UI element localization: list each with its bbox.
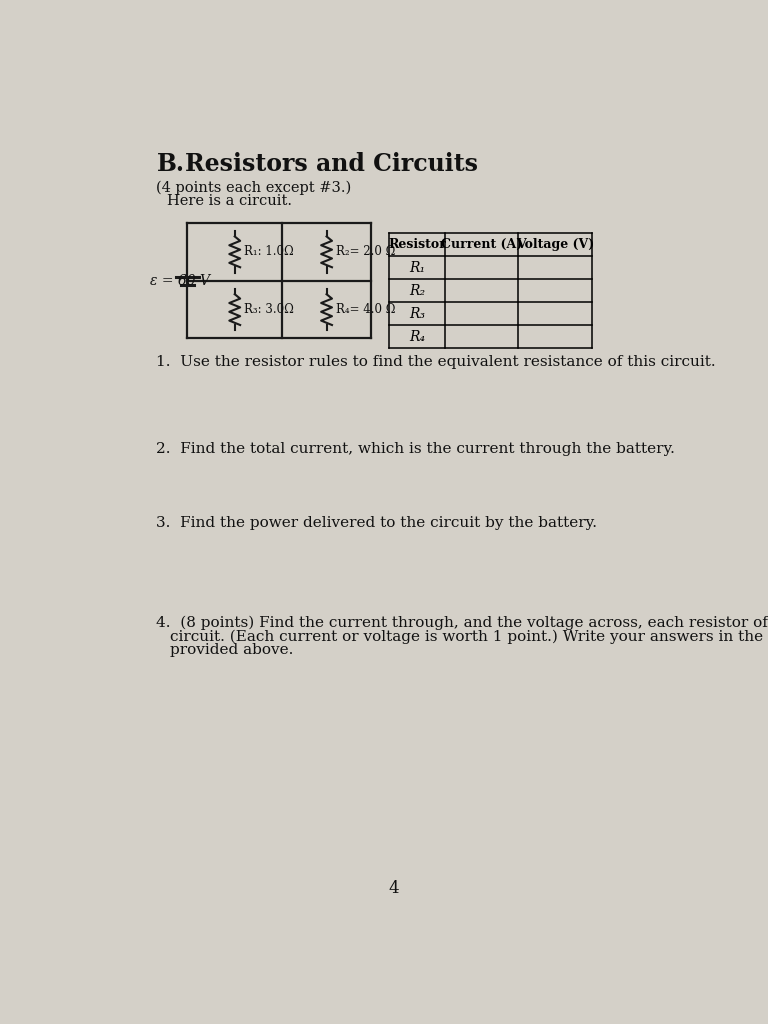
Text: Resistors and Circuits: Resistors and Circuits bbox=[185, 153, 478, 176]
Text: (4 points each except #3.): (4 points each except #3.) bbox=[157, 180, 352, 195]
Text: Resistor: Resistor bbox=[388, 238, 445, 251]
Text: R₄: R₄ bbox=[409, 330, 425, 344]
Text: R₄= 4.0 Ω: R₄= 4.0 Ω bbox=[336, 303, 396, 316]
Text: B.: B. bbox=[157, 153, 184, 176]
Text: Here is a circuit.: Here is a circuit. bbox=[167, 195, 293, 209]
Text: 1.  Use the resistor rules to find the equivalent resistance of this circuit.: 1. Use the resistor rules to find the eq… bbox=[157, 355, 716, 370]
Text: R₂= 2.0 Ω: R₂= 2.0 Ω bbox=[336, 246, 396, 258]
Text: 3.  Find the power delivered to the circuit by the battery.: 3. Find the power delivered to the circu… bbox=[157, 515, 598, 529]
Text: 4: 4 bbox=[389, 880, 399, 897]
Text: ε = 60 V: ε = 60 V bbox=[151, 273, 210, 288]
Text: circuit. (Each current or voltage is worth 1 point.) Write your answers in the t: circuit. (Each current or voltage is wor… bbox=[170, 630, 768, 644]
Text: R₃: R₃ bbox=[409, 307, 425, 321]
Text: provided above.: provided above. bbox=[170, 643, 294, 657]
Text: Current (A): Current (A) bbox=[441, 238, 522, 251]
Text: R₃: 3.0Ω: R₃: 3.0Ω bbox=[244, 303, 294, 316]
Text: R₂: R₂ bbox=[409, 284, 425, 298]
Text: 4.  (8 points) Find the current through, and the voltage across, each resistor o: 4. (8 points) Find the current through, … bbox=[157, 615, 768, 630]
Text: R₁: 1.0Ω: R₁: 1.0Ω bbox=[244, 246, 294, 258]
Text: 2.  Find the total current, which is the current through the battery.: 2. Find the total current, which is the … bbox=[157, 442, 675, 457]
Text: Voltage (V): Voltage (V) bbox=[516, 238, 594, 251]
Text: R₁: R₁ bbox=[409, 261, 425, 274]
